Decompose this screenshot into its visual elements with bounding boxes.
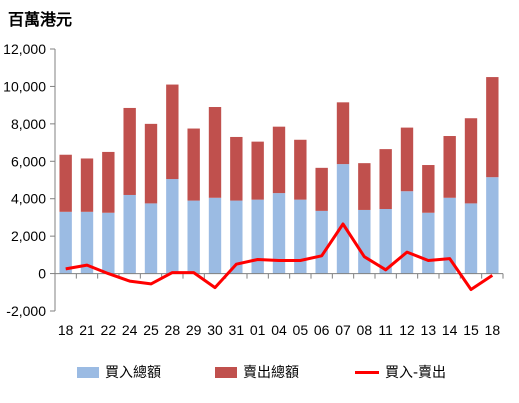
- x-tick-label: 29: [186, 322, 202, 338]
- bar-buy: [208, 197, 222, 274]
- y-tick-label: 2,000: [11, 228, 46, 244]
- legend: 買入總額 賣出總額 買入-賣出: [0, 362, 519, 392]
- bar-buy: [379, 209, 392, 274]
- x-tick-label: 04: [271, 322, 287, 338]
- bar-buy: [464, 203, 478, 274]
- x-tick-label: 31: [229, 322, 245, 338]
- x-tick-label: 18: [485, 322, 501, 338]
- x-tick-label: 24: [122, 322, 138, 338]
- x-tick-label: 01: [250, 322, 266, 338]
- bar-sell: [166, 84, 179, 180]
- bar-sell: [144, 123, 158, 204]
- bar-sell: [187, 128, 200, 201]
- legend-item-buy: 買入總額: [77, 362, 161, 382]
- y-tick-label: 4,000: [11, 191, 46, 207]
- bar-sell: [230, 136, 243, 201]
- bar-sell: [358, 163, 371, 210]
- bar-buy: [336, 164, 350, 274]
- legend-swatch-sell: [215, 366, 237, 378]
- bar-buy: [443, 197, 456, 274]
- bar-buy: [123, 194, 136, 274]
- y-tick-label: 6,000: [11, 153, 46, 169]
- bar-buy: [486, 177, 499, 274]
- bar-buy: [422, 212, 435, 274]
- bar-sell: [422, 165, 435, 213]
- legend-item-sell: 賣出總額: [215, 362, 299, 382]
- x-tick-label: 13: [421, 322, 437, 338]
- bar-sell: [486, 77, 499, 178]
- bar-buy: [187, 200, 200, 274]
- bar-sell: [443, 136, 456, 198]
- y-tick-label: 12,000: [3, 41, 46, 57]
- x-tick-label: 18: [58, 322, 74, 338]
- legend-swatch-net: [355, 370, 379, 374]
- x-tick-label: 08: [357, 322, 373, 338]
- x-tick-label: 25: [143, 322, 159, 338]
- bar-buy: [315, 210, 328, 274]
- x-tick-label: 15: [463, 322, 479, 338]
- x-tick-label: 21: [79, 322, 95, 338]
- bar-sell: [272, 126, 286, 194]
- bar-sell: [315, 167, 328, 211]
- chart-plot: -2,000 0 2,000 4,000 6,000 8,000 10,000 12,000 1…: [3, 41, 504, 338]
- bar-sell: [80, 158, 94, 212]
- bar-sell: [336, 102, 350, 165]
- bar-buy: [358, 209, 371, 274]
- bar-buy: [59, 211, 72, 274]
- bar-sell: [379, 149, 392, 210]
- legend-label-sell: 賣出總額: [243, 365, 299, 381]
- bar-buy: [294, 199, 307, 274]
- legend-label-buy: 買入總額: [105, 365, 161, 381]
- bar-sell: [400, 127, 414, 192]
- y-tick-label: -2,000: [6, 303, 46, 319]
- x-tick-label: 05: [293, 322, 309, 338]
- legend-item-net: 買入-賣出: [355, 362, 446, 382]
- y-tick-label: 10,000: [3, 78, 46, 94]
- x-tick-label: 11: [378, 322, 393, 338]
- bar-buy: [80, 211, 94, 274]
- bar-sell: [294, 139, 307, 200]
- bar-sell: [102, 151, 115, 213]
- x-tick-label: 14: [442, 322, 458, 338]
- x-tick-label: 28: [165, 322, 181, 338]
- bar-buy: [230, 200, 243, 274]
- bar-sell: [123, 107, 136, 195]
- bar-buy: [272, 193, 286, 274]
- bar-buy: [144, 203, 158, 274]
- legend-label-net: 買入-賣出: [385, 365, 447, 381]
- bar-buy: [400, 191, 414, 274]
- x-tick-label: 22: [101, 322, 117, 338]
- bar-sell: [251, 141, 264, 200]
- bar-buy: [102, 212, 115, 274]
- unit-label: 百萬港元: [8, 10, 73, 29]
- bar-sell: [59, 154, 72, 212]
- bar-buy: [251, 199, 264, 274]
- bar-buy: [166, 179, 179, 274]
- y-tick-label: 8,000: [11, 116, 46, 132]
- legend-swatch-buy: [77, 366, 99, 378]
- x-tick-label: 12: [399, 322, 415, 338]
- x-tick-label: 07: [335, 322, 351, 338]
- x-tick-label: 30: [207, 322, 223, 338]
- bar-sell: [464, 118, 478, 204]
- bar-sell: [208, 107, 222, 198]
- y-tick-label: 0: [38, 266, 46, 282]
- x-tick-label: 06: [314, 322, 330, 338]
